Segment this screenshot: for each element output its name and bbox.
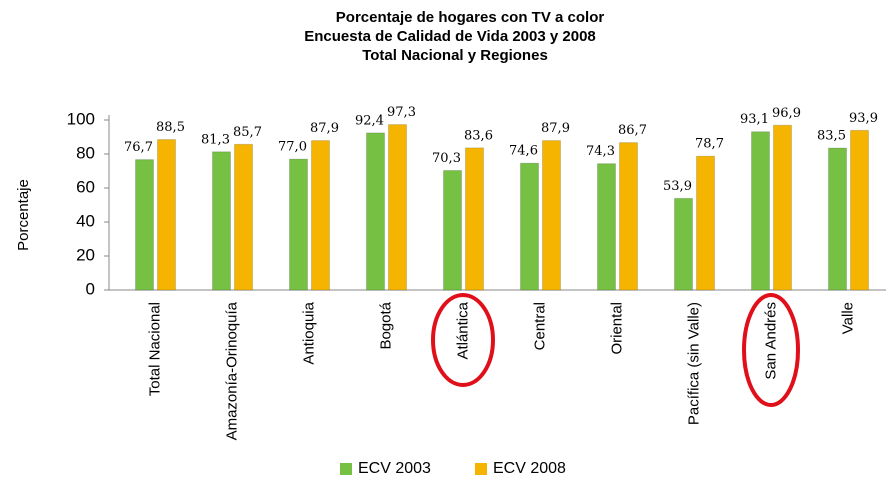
bar xyxy=(311,140,330,291)
y-tick-label: 20 xyxy=(76,245,95,264)
value-label: 77,0 xyxy=(278,140,307,155)
bar xyxy=(157,139,176,291)
x-tick-label: Atlántica xyxy=(454,301,471,359)
bar xyxy=(850,129,869,291)
bar xyxy=(465,147,484,291)
bar xyxy=(619,142,638,291)
value-label: 86,7 xyxy=(618,123,647,138)
bar xyxy=(597,163,616,291)
value-label: 87,9 xyxy=(541,121,570,136)
value-label: 93,9 xyxy=(849,111,878,126)
x-tick-label: Amazonía-Orinoquía xyxy=(223,301,240,440)
value-label: 70,3 xyxy=(432,151,461,166)
value-label: 93,1 xyxy=(740,112,769,127)
bar xyxy=(828,147,847,291)
legend-label: ECV 2008 xyxy=(493,460,566,477)
bar xyxy=(696,155,715,291)
value-label: 78,7 xyxy=(695,137,724,152)
y-tick-label: 40 xyxy=(76,211,95,230)
value-label: 81,3 xyxy=(201,132,230,147)
chart-title: Porcentaje de hogares con TV a color xyxy=(336,9,605,26)
x-tick-label: Valle xyxy=(839,302,856,334)
bar xyxy=(443,169,462,291)
bar xyxy=(674,197,693,291)
legend-label: ECV 2003 xyxy=(358,460,431,477)
x-tick-label: San Andrés xyxy=(762,302,779,380)
bar xyxy=(520,162,539,291)
x-tick-label: Pacífica (sin Valle) xyxy=(685,302,702,425)
x-tick-label: Bogotá xyxy=(377,301,394,349)
bar xyxy=(751,131,770,291)
bar xyxy=(234,143,253,291)
bar xyxy=(366,132,385,291)
x-tick-label: Total Nacional xyxy=(146,302,163,396)
bar xyxy=(388,124,407,291)
y-tick-label: 60 xyxy=(76,177,95,196)
bar xyxy=(289,158,308,291)
y-tick-label: 0 xyxy=(86,279,95,298)
value-label: 92,4 xyxy=(355,113,384,128)
bar xyxy=(542,140,561,291)
value-label: 53,9 xyxy=(663,179,692,194)
bar xyxy=(135,159,154,291)
y-tick-label: 80 xyxy=(76,143,95,162)
value-label: 88,5 xyxy=(156,120,185,135)
value-label: 83,5 xyxy=(817,129,846,144)
value-label: 97,3 xyxy=(387,105,416,120)
value-label: 87,9 xyxy=(310,121,339,136)
legend-swatch xyxy=(340,463,352,475)
y-tick-label: 100 xyxy=(67,109,95,128)
x-tick-label: Central xyxy=(531,302,548,350)
value-label: 76,7 xyxy=(124,140,153,155)
bar xyxy=(773,124,792,291)
y-axis-label: Porcentaje xyxy=(15,179,32,251)
chart-title: Total Nacional y Regiones xyxy=(362,47,548,64)
legend-swatch xyxy=(475,463,487,475)
highlight xyxy=(431,293,495,387)
value-label: 85,7 xyxy=(233,125,262,140)
x-tick-label: Oriental xyxy=(608,302,625,355)
chart-title: Encuesta de Calidad de Vida 2003 y 2008 xyxy=(304,28,596,45)
value-label: 83,6 xyxy=(464,128,493,143)
value-label: 74,6 xyxy=(509,144,538,159)
value-label: 74,3 xyxy=(586,144,615,159)
highlight xyxy=(742,293,800,407)
x-tick-label: Antioquia xyxy=(300,301,317,364)
bar xyxy=(212,151,231,291)
value-label: 96,9 xyxy=(772,106,801,121)
